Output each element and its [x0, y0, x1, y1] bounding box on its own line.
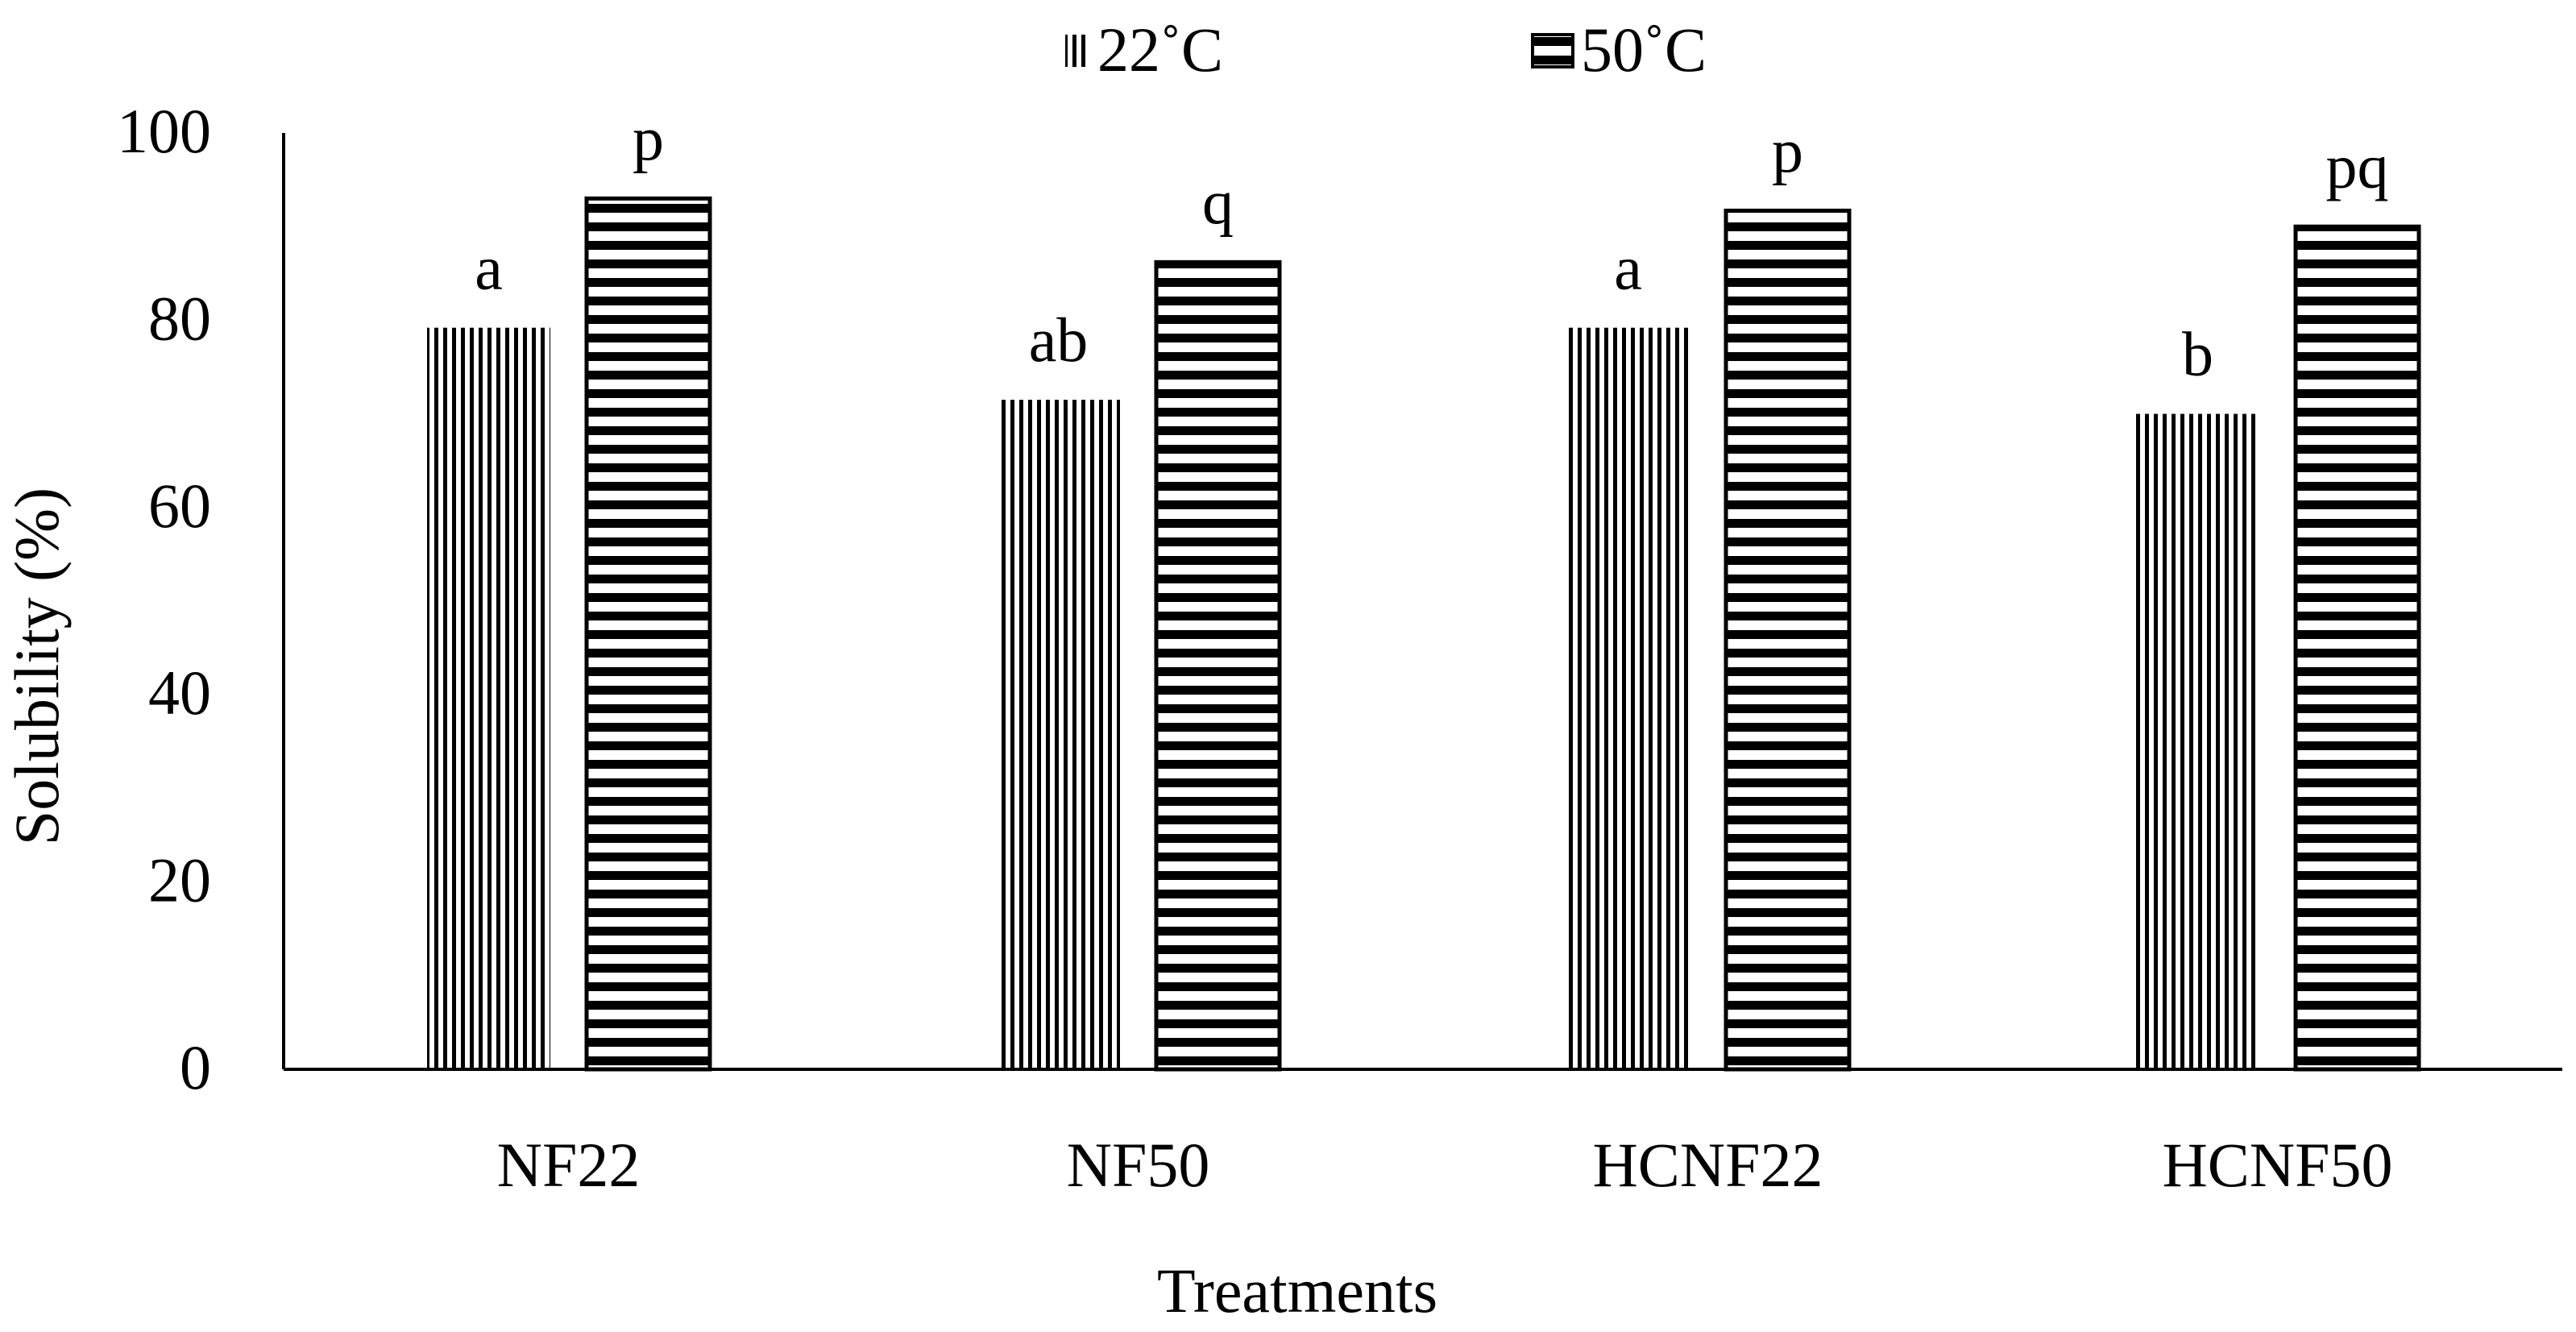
data-label: p — [633, 103, 664, 173]
data-label: b — [2182, 319, 2213, 389]
legend-label-22c: 22˚C — [1097, 15, 1223, 85]
x-tick-label: NF22 — [497, 1130, 641, 1200]
bar-50c-NF50 — [1154, 259, 1282, 1072]
x-tick-label: NF50 — [1067, 1130, 1210, 1200]
y-tick-label: 0 — [180, 1032, 211, 1102]
legend: 22˚C 50˚C — [1065, 15, 1707, 85]
data-label: a — [475, 233, 503, 303]
bar-22c-HCNF50 — [2136, 413, 2259, 1069]
x-axis-title: Treatments — [1157, 1255, 1437, 1326]
bar-50c-HCNF22 — [1724, 208, 1852, 1072]
legend-label-50c: 50˚C — [1581, 15, 1707, 85]
bar-22c-NF50 — [997, 400, 1120, 1069]
y-tick-label: 40 — [148, 658, 211, 728]
bar-50c-NF22 — [584, 196, 712, 1072]
data-label: ab — [1029, 305, 1089, 375]
x-tick-label: HCNF50 — [2162, 1130, 2392, 1200]
bar-50c-HCNF50 — [2293, 224, 2421, 1072]
data-label: q — [1202, 167, 1234, 237]
y-tick-label: 60 — [148, 471, 211, 541]
y-tick-label: 80 — [148, 283, 211, 353]
y-axis-title: Solubility (%) — [2, 488, 72, 845]
bar-22c-NF22 — [427, 327, 550, 1069]
data-label: pq — [2326, 131, 2389, 201]
y-tick-label: 100 — [117, 96, 211, 166]
y-tick-label: 20 — [148, 845, 211, 915]
data-label: p — [1772, 115, 1803, 185]
legend-swatch-50c — [1531, 33, 1574, 68]
legend-swatch-22c — [1065, 35, 1089, 67]
bar-22c-HCNF22 — [1566, 327, 1690, 1069]
x-tick-label: HCNF22 — [1592, 1130, 1823, 1200]
data-label: a — [1614, 233, 1642, 303]
